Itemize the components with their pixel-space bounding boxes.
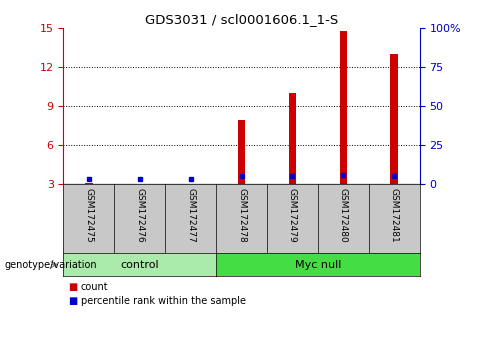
Text: GSM172475: GSM172475 [84,188,93,242]
Text: GSM172481: GSM172481 [390,188,399,242]
Text: Myc null: Myc null [295,259,341,270]
Bar [288,93,296,184]
Text: control: control [121,259,159,270]
Text: GSM172476: GSM172476 [135,188,144,242]
Text: genotype/variation: genotype/variation [5,259,98,270]
Title: GDS3031 / scl0001606.1_1-S: GDS3031 / scl0001606.1_1-S [145,13,338,26]
Bar [85,183,93,184]
Text: GSM172480: GSM172480 [339,188,348,242]
Text: GSM172479: GSM172479 [288,188,297,242]
Text: GSM172478: GSM172478 [237,188,246,242]
Bar [238,120,245,184]
Bar [390,54,398,184]
Text: percentile rank within the sample: percentile rank within the sample [81,296,245,306]
Text: ■: ■ [68,296,78,306]
Text: count: count [81,282,108,292]
Text: GSM172477: GSM172477 [186,188,195,242]
Bar [340,31,347,184]
Text: ■: ■ [68,282,78,292]
